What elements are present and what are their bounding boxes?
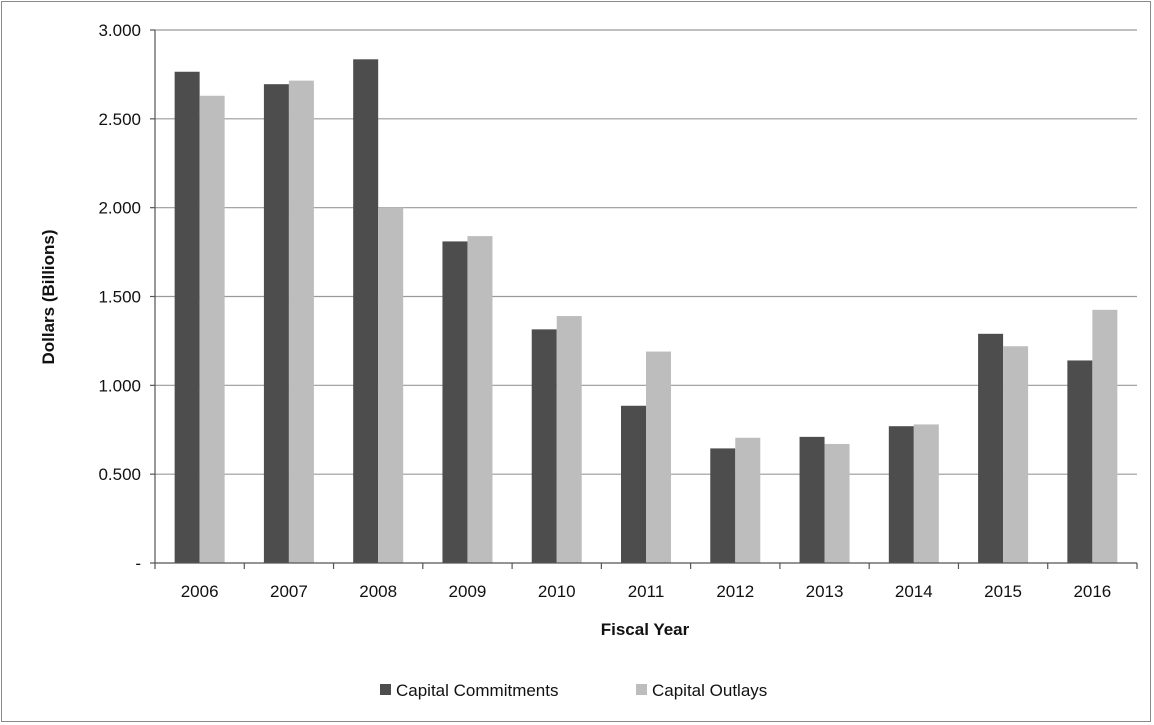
x-axis-title: Fiscal Year (601, 620, 690, 639)
x-tick-label: 2012 (716, 582, 754, 601)
y-axis-title: Dollars (Billions) (39, 229, 58, 364)
y-tick-label: 1.500 (98, 288, 141, 307)
bar-capital-outlays (288, 80, 314, 563)
bars (174, 59, 1118, 564)
bar-capital-commitments (263, 84, 289, 564)
y-tick-label: 1.000 (98, 376, 141, 395)
legend: Capital Commitments Capital Outlays (380, 681, 767, 700)
legend-label: Capital Outlays (652, 681, 767, 700)
x-tick-label: 2007 (270, 582, 308, 601)
legend-label: Capital Commitments (396, 681, 559, 700)
bar-capital-outlays (646, 351, 671, 563)
bar-capital-outlays (556, 316, 582, 563)
bar-capital-outlays (913, 424, 939, 563)
legend-swatch (380, 684, 391, 695)
x-tick-label: 2006 (181, 582, 219, 601)
x-tick-label: 2008 (359, 582, 397, 601)
bar-capital-commitments (531, 329, 557, 563)
gridlines (155, 29, 1137, 475)
bar-capital-outlays (199, 95, 225, 563)
legend-swatch (636, 684, 647, 695)
bar-capital-commitments (978, 333, 1004, 563)
bar-capital-commitments (353, 59, 379, 563)
bar-capital-outlays (824, 443, 850, 563)
bar-capital-commitments (621, 405, 646, 563)
x-tick-label: 2016 (1073, 582, 1111, 601)
x-tick-label: 2014 (895, 582, 933, 601)
y-tick-label: 3.000 (98, 21, 141, 40)
y-tick-label: 2.500 (98, 110, 141, 129)
y-tick-labels: - 0.500 1.000 1.500 2.000 2.500 3.000 (98, 21, 141, 573)
x-tick-label: 2009 (449, 582, 487, 601)
axes (150, 29, 1138, 569)
bar-capital-commitments (174, 71, 200, 564)
x-tick-label: 2011 (628, 582, 665, 601)
x-tick-label: 2010 (538, 582, 576, 601)
bar-capital-commitments (442, 241, 468, 563)
y-tick-label: - (135, 554, 141, 573)
bar-capital-commitments (1067, 360, 1093, 563)
bar-capital-outlays (735, 437, 761, 563)
bar-capital-outlays (1092, 309, 1118, 563)
y-tick-label: 0.500 (98, 465, 141, 484)
x-tick-label: 2013 (806, 582, 844, 601)
bar-capital-outlays (378, 207, 404, 563)
bar-capital-outlays (1003, 346, 1029, 563)
bar-capital-commitments (799, 436, 825, 563)
bar-capital-commitments (888, 426, 914, 563)
y-tick-label: 2.000 (98, 199, 141, 218)
x-tick-label: 2015 (984, 582, 1022, 601)
bar-capital-commitments (710, 448, 736, 563)
bar-capital-outlays (467, 236, 493, 564)
x-tick-labels: 2006 2007 2008 2009 2010 2011 2012 2013 2014 2015… (181, 582, 1112, 601)
